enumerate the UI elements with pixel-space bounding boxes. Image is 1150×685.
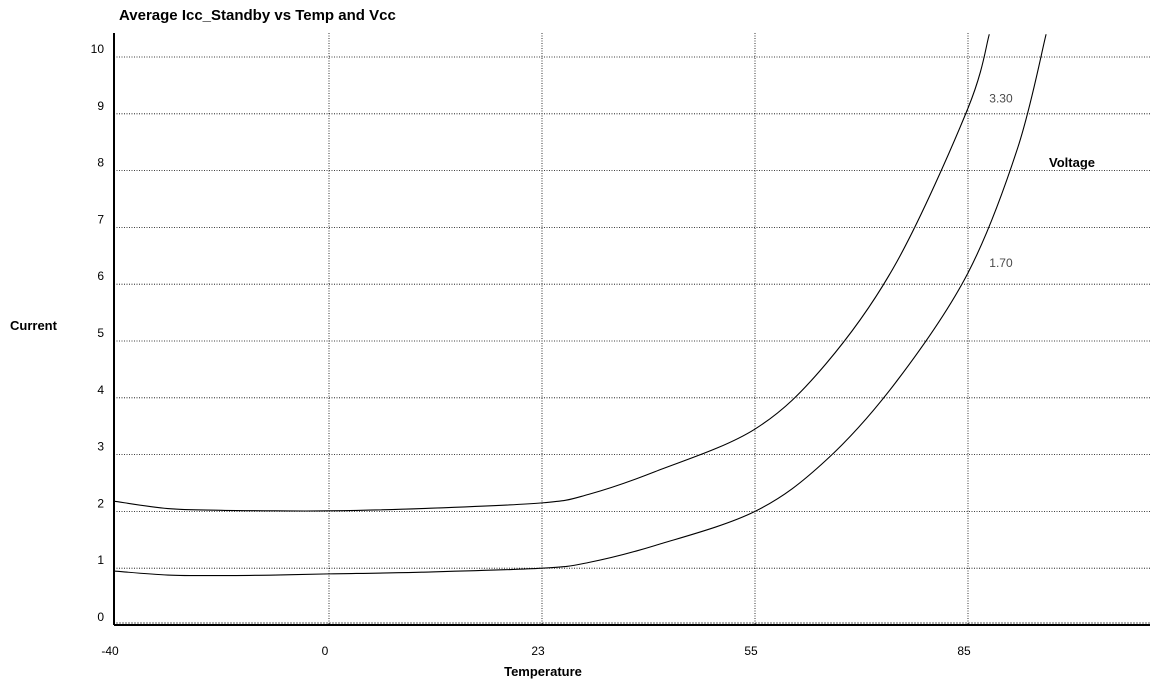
series-label-1.70: 1.70 — [989, 256, 1013, 270]
series-labels: 3.30 1.70 — [989, 91, 1013, 270]
y-tick-label-1: 1 — [97, 553, 104, 567]
y-tick-label-7: 7 — [97, 212, 104, 226]
series-label-3.30: 3.30 — [989, 91, 1013, 105]
x-tick-label-23: 23 — [531, 644, 545, 658]
legend-title: Voltage — [1049, 155, 1095, 170]
chart-title: Average Icc_Standby vs Temp and Vcc — [119, 7, 396, 24]
y-tick-label-0: 0 — [97, 610, 104, 624]
y-tick-label-6: 6 — [97, 269, 104, 283]
series-lines — [113, 34, 1047, 577]
y-tick-label-10: 10 — [91, 42, 105, 56]
x-tick-label-55: 55 — [744, 644, 758, 658]
y-tick-label-5: 5 — [97, 326, 104, 340]
y-tick-label-2: 2 — [97, 496, 104, 510]
x-tick-label--40: -40 — [101, 644, 119, 658]
x-tick-label-0: 0 — [322, 644, 329, 658]
y-tick-label-3: 3 — [97, 440, 104, 454]
x-axis-label: Temperature — [504, 664, 582, 679]
series-line-3.30 — [113, 34, 990, 512]
y-tick-label-9: 9 — [97, 99, 104, 113]
grid — [113, 33, 1150, 625]
y-axis-label: Current — [10, 318, 58, 333]
y-tick-label-8: 8 — [97, 156, 104, 170]
x-tick-label-85: 85 — [957, 644, 971, 658]
series-line-1.70 — [113, 34, 1047, 577]
y-tick-label-4: 4 — [97, 383, 104, 397]
